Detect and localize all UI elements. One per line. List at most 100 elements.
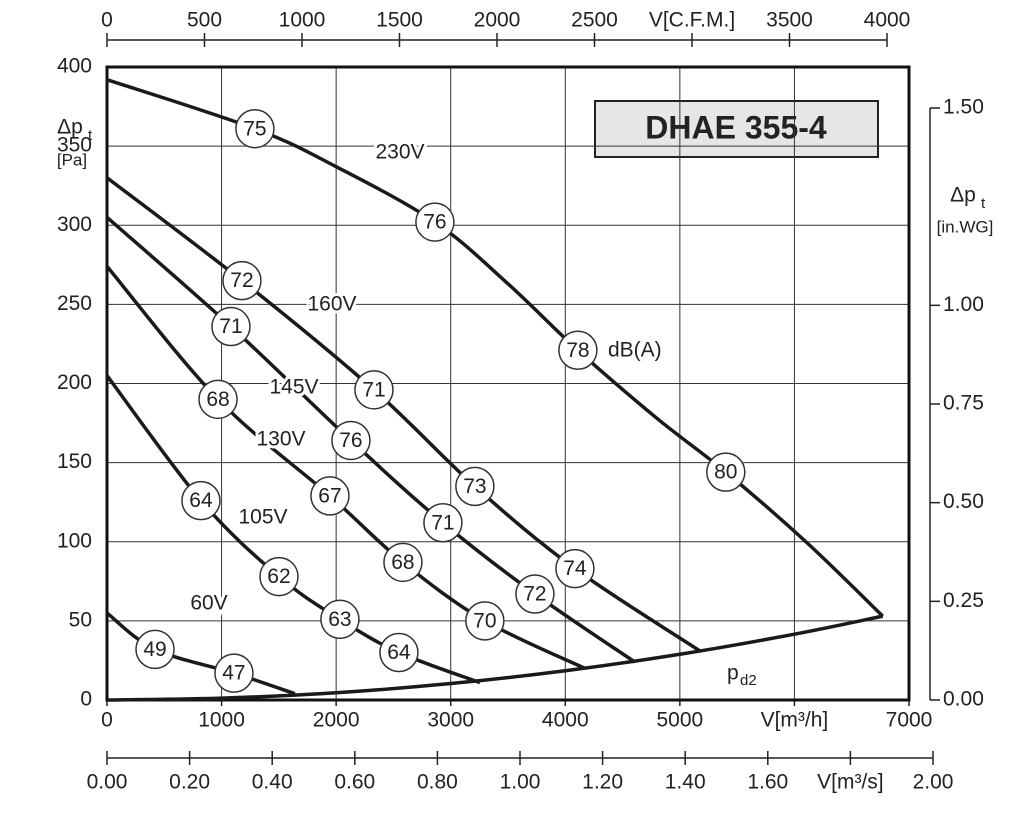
x3-tick-label: 0.80 bbox=[417, 771, 458, 794]
x3-tick-label: 0.00 bbox=[87, 771, 128, 794]
db-marker bbox=[259, 556, 299, 597]
db-marker bbox=[706, 452, 746, 492]
db-value: 73 bbox=[463, 475, 486, 498]
y2-tick-label: 1.50 bbox=[943, 96, 984, 119]
curve bbox=[106, 614, 884, 702]
db-annotation: dB(A) bbox=[608, 339, 662, 362]
x2-tick-label: 2000 bbox=[474, 9, 521, 32]
y-tick-label: 50 bbox=[69, 608, 92, 631]
db-value: 47 bbox=[222, 662, 245, 685]
y2-tick-label: 0.00 bbox=[943, 688, 984, 711]
x-tick-label: 7000 bbox=[886, 709, 933, 732]
x-tick-label: 5000 bbox=[656, 709, 703, 732]
x-tick-label: 4000 bbox=[542, 709, 589, 732]
db-marker bbox=[379, 632, 419, 673]
db-marker bbox=[310, 476, 350, 516]
x3-tick-label: 1.00 bbox=[500, 771, 541, 794]
x2-tick-label: 1000 bbox=[279, 9, 326, 32]
db-value: 67 bbox=[318, 484, 341, 507]
series-label: 230V bbox=[375, 141, 424, 164]
db-marker bbox=[354, 370, 394, 410]
x3-tick-label: 1.20 bbox=[582, 771, 623, 794]
y-tick-label: 400 bbox=[57, 55, 92, 78]
series-label: 160V bbox=[307, 293, 356, 316]
db-marker bbox=[320, 599, 360, 640]
db-marker bbox=[383, 542, 423, 583]
x2-tick-label: 4000 bbox=[864, 9, 911, 32]
db-value: 72 bbox=[523, 583, 546, 606]
db-marker bbox=[515, 574, 555, 614]
y-tick-label: 200 bbox=[57, 371, 92, 394]
x3-tick-label: 1.60 bbox=[747, 771, 788, 794]
db-value: 72 bbox=[230, 269, 253, 292]
y2-axis-unit: [in.WG] bbox=[937, 217, 994, 236]
y-tick-label: 350 bbox=[57, 134, 92, 157]
x-tick-label: 0 bbox=[101, 709, 113, 732]
db-value: 71 bbox=[219, 315, 242, 338]
series-label: 145V bbox=[269, 376, 318, 399]
x2-tick-label: V[C.F.M.] bbox=[649, 9, 735, 32]
db-value: 63 bbox=[328, 608, 351, 631]
db-marker bbox=[423, 503, 463, 543]
x3-tick-label: 0.20 bbox=[169, 771, 210, 794]
x3-tick-label: V[m³/s] bbox=[817, 771, 884, 794]
series-label: 130V bbox=[256, 428, 305, 451]
db-value: 76 bbox=[339, 429, 362, 452]
db-value: 78 bbox=[566, 339, 589, 362]
db-value: 71 bbox=[431, 511, 454, 534]
db-value: 76 bbox=[423, 211, 446, 234]
db-marker bbox=[211, 306, 251, 347]
title-box bbox=[594, 100, 879, 158]
db-marker bbox=[331, 420, 371, 461]
db-marker bbox=[235, 108, 275, 149]
db-marker bbox=[214, 653, 254, 693]
y2-tick-label: 0.75 bbox=[943, 392, 984, 415]
curve bbox=[106, 77, 884, 618]
plot-frame bbox=[105, 65, 911, 702]
db-value: 75 bbox=[243, 117, 266, 140]
db-value: 80 bbox=[714, 461, 737, 484]
series-label: 60V bbox=[190, 592, 227, 615]
db-value: 71 bbox=[362, 378, 385, 401]
db-value: 70 bbox=[473, 609, 496, 632]
series-label: 105V bbox=[238, 506, 287, 529]
x2-tick-label: 2500 bbox=[571, 9, 618, 32]
x-tick-label: V[m³/h] bbox=[761, 709, 829, 732]
db-value: 74 bbox=[563, 557, 587, 580]
db-marker bbox=[135, 629, 175, 670]
db-value: 64 bbox=[387, 641, 411, 664]
y-axis-label: Δp bbox=[57, 116, 83, 139]
curve bbox=[105, 611, 296, 696]
x3-tick-label: 2.00 bbox=[913, 771, 954, 794]
y-tick-label: 300 bbox=[57, 213, 92, 236]
x-tick-label: 2000 bbox=[313, 709, 360, 732]
series-label: p bbox=[727, 662, 739, 685]
y-tick-label: 150 bbox=[57, 450, 92, 473]
db-value: 62 bbox=[267, 565, 290, 588]
y-tick-label: 0 bbox=[80, 688, 92, 711]
db-value: 68 bbox=[391, 551, 414, 574]
x2-tick-label: 1500 bbox=[376, 9, 423, 32]
y2-axis-label: Δp bbox=[950, 184, 976, 207]
y2-axis-label-sub: t bbox=[981, 195, 986, 212]
x-tick-label: 1000 bbox=[198, 709, 245, 732]
x2-tick-label: 500 bbox=[187, 9, 222, 32]
db-marker bbox=[465, 601, 505, 641]
x3-tick-label: 0.60 bbox=[334, 771, 375, 794]
y-tick-label: 100 bbox=[57, 529, 92, 552]
db-value: 64 bbox=[189, 489, 213, 512]
db-marker bbox=[558, 330, 598, 371]
db-marker bbox=[222, 260, 262, 301]
db-marker bbox=[198, 379, 238, 420]
y-axis-label-sub: t bbox=[88, 127, 93, 144]
y2-tick-label: 0.25 bbox=[943, 589, 984, 612]
x3-tick-label: 0.40 bbox=[252, 771, 293, 794]
x-tick-label: 3000 bbox=[427, 709, 474, 732]
db-marker bbox=[181, 480, 221, 521]
x2-tick-label: 0 bbox=[101, 9, 113, 32]
y-axis-unit: [Pa] bbox=[57, 150, 87, 169]
curve bbox=[105, 216, 636, 664]
db-marker bbox=[555, 548, 595, 589]
db-marker bbox=[415, 202, 455, 242]
